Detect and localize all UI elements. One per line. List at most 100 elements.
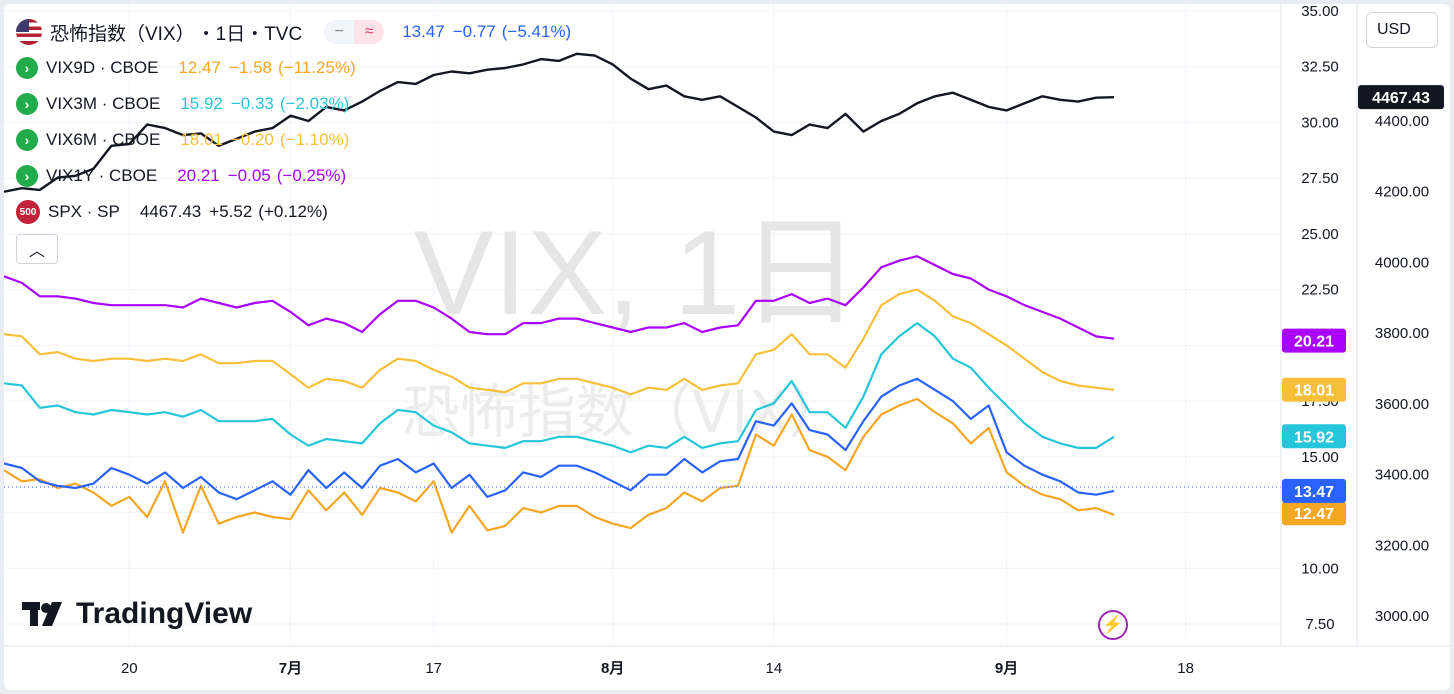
chevron-up-icon: ︿ [28, 243, 45, 260]
legend-series-list: › VIX9D · CBOE 12.47 −1.58 (−11.25%) › VIX3M ·… [16, 50, 571, 230]
price-badge-label: 15.92 [1294, 429, 1334, 446]
price-badge-label: 4467.43 [1372, 90, 1430, 107]
time-axis[interactable]: 20 7月 17 8月 14 9月 18 [121, 660, 1194, 677]
price-badge-vix [1282, 478, 1346, 503]
series-line-vix3m [4, 322, 1115, 454]
left-price-axis[interactable]: 35.0032.5030.0027.5025.0022.5020.0017.50… [1301, 4, 1339, 633]
legend-change-pct: (−11.25%) [277, 58, 356, 77]
chart-frame: VIX, 1日 恐怖指数（VIX） 35.00 32.50 30.00 27.50 25… [4, 4, 1450, 690]
series-toggle[interactable]: − ≈ [324, 20, 385, 44]
left-axis-tick-label: 10.00 [1301, 560, 1339, 577]
right-axis-tick-label: 3000.00 [1375, 608, 1429, 625]
time-axis-tick-label: 8月 [601, 660, 624, 677]
approx-icon[interactable]: ≈ [354, 20, 385, 44]
price-badge-vix3m [1282, 424, 1346, 449]
tradingview-logo-text: TradingView [76, 597, 253, 630]
left-axis-tick-label: 15.00 [1301, 449, 1339, 466]
left-axis-tick-label: 27.50 [1301, 170, 1339, 187]
price-badge-label: 18.01 [1294, 383, 1334, 400]
legend-symbol: SPX · SP [48, 202, 120, 221]
green-arrow-icon: › [16, 93, 38, 115]
series-layer [4, 52, 1115, 534]
main-change-pct: (−5.41%) [501, 22, 572, 41]
currency-button[interactable]: USD [1366, 12, 1438, 48]
legend-symbol: VIX9D · CBOE [46, 58, 159, 77]
green-arrow-icon: › [16, 57, 38, 79]
legend-symbol: VIX6M · CBOE [46, 130, 161, 149]
series-line-vix1y [4, 255, 1115, 340]
legend: 恐怖指数（VIX） ・1日・TVC − ≈ 13.47 −0.77 (−5.41… [16, 14, 571, 230]
time-axis-tick-label: 20 [121, 660, 138, 677]
left-axis-tick-label: 7.50 [1305, 616, 1334, 633]
tradingview-logo-icon [22, 602, 62, 626]
main-symbol-title: 恐怖指数（VIX） [50, 23, 195, 45]
legend-row[interactable]: › VIX1Y · CBOE 20.21 −0.05 (−0.25%) [16, 158, 571, 194]
main-change: −0.77 [452, 22, 496, 41]
legend-value: 15.92 [180, 94, 223, 113]
legend-change-pct: (−0.25%) [276, 166, 347, 185]
legend-value: 4467.43 [139, 202, 202, 221]
left-axis-tick-label: 30.00 [1301, 114, 1339, 131]
price-badges: 20.21 18.01 15.92 12.47 13.47 4467.43 [1282, 85, 1444, 526]
left-axis-tick-label: 35.00 [1301, 4, 1339, 20]
price-badge-label: 12.47 [1294, 506, 1334, 523]
legend-value: 20.21 [177, 166, 220, 185]
legend-symbol: VIX1Y · CBOE [46, 166, 158, 185]
legend-row[interactable]: › VIX9D · CBOE 12.47 −1.58 (−11.25%) [16, 50, 571, 86]
right-axis-tick-label: 4000.00 [1375, 254, 1429, 271]
legend-value: 12.47 [178, 58, 221, 77]
legend-change-pct: (+0.12%) [258, 202, 328, 221]
us-flag-icon [16, 19, 42, 45]
legend-change: −0.20 [230, 130, 274, 149]
legend-symbol: VIX3M · CBOE [46, 94, 161, 113]
collapse-legend-button[interactable]: ︿ [16, 234, 58, 264]
series-line-vix6m [4, 288, 1115, 396]
series-line-vix9d [4, 397, 1115, 534]
green-arrow-icon: › [16, 165, 38, 187]
time-axis-tick-label: 9月 [995, 660, 1018, 677]
legend-change: −0.05 [227, 166, 271, 185]
minus-icon[interactable]: − [324, 20, 355, 44]
price-badge-vix6m [1282, 377, 1346, 402]
price-badge-spx [1358, 85, 1444, 110]
lightning-icon[interactable]: ⚡ [1098, 610, 1128, 640]
price-badge-vix1y [1282, 328, 1346, 353]
series-line-vix [4, 377, 1115, 501]
time-axis-tick-label: 18 [1177, 660, 1194, 677]
grid [4, 4, 1281, 646]
legend-row[interactable]: › VIX3M · CBOE 15.92 −0.33 (−2.03%) [16, 86, 571, 122]
left-axis-tick-label: 32.50 [1301, 59, 1339, 76]
legend-row[interactable]: 500 SPX · SP 4467.43 +5.52 (+0.12%) [16, 194, 571, 230]
left-axis-tick-label: 22.50 [1301, 282, 1339, 299]
right-axis-tick-label: 4400.00 [1375, 113, 1429, 130]
series-line-spx [4, 52, 1115, 193]
time-axis-tick-label: 14 [765, 660, 782, 677]
right-axis-tick-label: 4200.00 [1375, 184, 1429, 201]
chart-canvas[interactable]: VIX, 1日 恐怖指数（VIX） 35.00 32.50 30.00 27.50 25… [4, 4, 1450, 690]
legend-change-pct: (−2.03%) [279, 94, 350, 113]
legend-row[interactable]: › VIX6M · CBOE 18.01 −0.20 (−1.10%) [16, 122, 571, 158]
legend-change: −0.33 [230, 94, 274, 113]
tradingview-logo[interactable]: TradingView [22, 597, 252, 631]
legend-change: −1.58 [228, 58, 272, 77]
right-axis-tick-label: 3800.00 [1375, 325, 1429, 342]
legend-main-row[interactable]: 恐怖指数（VIX） ・1日・TVC − ≈ 13.47 −0.77 (−5.41… [16, 14, 571, 50]
legend-change-pct: (−1.10%) [279, 130, 350, 149]
sp500-icon: 500 [16, 200, 40, 224]
price-badge-label: 13.47 [1294, 484, 1334, 501]
right-price-axis[interactable]: 4400.00 4200.00 4000.00 3800.00 3600.00 3400.… [1375, 113, 1429, 625]
price-badge-vix9d [1282, 501, 1346, 526]
right-axis-tick-label: 3600.00 [1375, 396, 1429, 413]
time-axis-tick-label: 17 [425, 660, 442, 677]
legend-value: 18.01 [180, 130, 223, 149]
time-axis-tick-label: 7月 [279, 660, 302, 677]
green-arrow-icon: › [16, 129, 38, 151]
main-symbol-interval: ・1日・TVC [196, 23, 303, 45]
left-axis-tick-label: 25.00 [1301, 226, 1339, 243]
main-value: 13.47 [402, 22, 445, 41]
legend-change: +5.52 [209, 202, 253, 221]
right-axis-tick-label: 3400.00 [1375, 467, 1429, 484]
right-axis-tick-label: 3200.00 [1375, 537, 1429, 554]
watermark-symbol: VIX, 1日 [414, 206, 861, 340]
price-badge-label: 20.21 [1294, 334, 1334, 351]
